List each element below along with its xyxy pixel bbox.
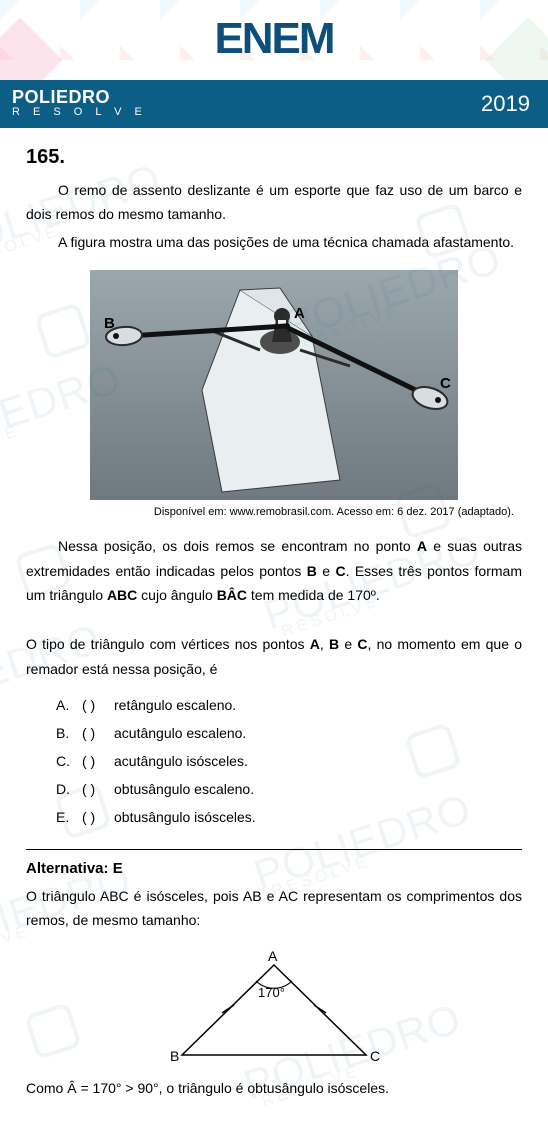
brand-block: POLIEDRO R E S O L V E: [12, 88, 147, 119]
alternative-paren: ( ): [82, 803, 108, 831]
alternative-row: A. ( ) retângulo escaleno.: [56, 691, 522, 719]
bold-bac: BÂC: [217, 587, 247, 603]
body-text-fragment: cujo ângulo: [137, 587, 216, 603]
watermark-text: RESOLVE: [0, 423, 23, 472]
alternative-letter: C.: [56, 747, 76, 775]
alternative-paren: ( ): [82, 775, 108, 803]
alternative-row: B. ( ) acutângulo escaleno.: [56, 719, 522, 747]
answer-label: Alternativa: E: [26, 860, 522, 877]
alternative-paren: ( ): [82, 747, 108, 775]
alternative-text: obtusângulo isósceles.: [114, 803, 256, 831]
alternative-paren: ( ): [82, 719, 108, 747]
exam-year: 2019: [481, 91, 530, 117]
solution-paragraph-1: O triângulo ABC é isósceles, pois AB e A…: [26, 885, 522, 933]
body-text-fragment: e: [317, 563, 336, 579]
diagram-label-b: B: [170, 1048, 179, 1064]
alternative-text: retângulo escaleno.: [114, 691, 236, 719]
brand-banner: POLIEDRO R E S O L V E 2019: [0, 80, 548, 128]
alternative-text: obtusângulo escaleno.: [114, 775, 254, 803]
question-number: 165.: [26, 146, 522, 169]
body-text-fragment: tem medida de 170º.: [247, 587, 380, 603]
diagram-label-c: C: [370, 1048, 380, 1064]
alternative-letter: E.: [56, 803, 76, 831]
brand-tagline: R E S O L V E: [12, 106, 147, 119]
figure-label-b: B: [104, 315, 115, 332]
header-logo-strip: ENEM: [0, 0, 548, 80]
figure-label-c: C: [440, 375, 451, 392]
bold-a: A: [310, 636, 320, 652]
alternative-text: acutângulo isósceles.: [114, 747, 248, 775]
enem-logo: ENEM: [214, 14, 333, 64]
alternative-paren: ( ): [82, 691, 108, 719]
alternative-letter: D.: [56, 775, 76, 803]
body-text-fragment: ,: [320, 636, 329, 652]
bold-b: B: [329, 636, 339, 652]
separator-line: [26, 849, 522, 850]
alternative-row: D. ( ) obtusângulo escaleno.: [56, 775, 522, 803]
question-paragraph-2: A figura mostra uma das posições de uma …: [26, 231, 522, 255]
alternatives-list: A. ( ) retângulo escaleno. B. ( ) acutân…: [56, 691, 522, 831]
alternative-text: acutângulo escaleno.: [114, 719, 246, 747]
bold-b: B: [307, 563, 317, 579]
brand-name: POLIEDRO: [12, 88, 147, 106]
figure-label-a: A: [294, 305, 305, 322]
bold-a: A: [417, 538, 427, 554]
question-paragraph-1: O remo de assento deslizante é um esport…: [26, 179, 522, 227]
bold-c: C: [357, 636, 367, 652]
figure-caption: Disponível em: www.remobrasil.com. Acess…: [26, 506, 514, 518]
watermark-text: RESOLVE: [0, 683, 3, 732]
body-text-fragment: O tipo de triângulo com vértices nos pon…: [26, 636, 310, 652]
question-body: Nessa posição, os dois remos se encontra…: [26, 534, 522, 681]
alternative-row: C. ( ) acutângulo isósceles.: [56, 747, 522, 775]
diagram-label-a: A: [268, 948, 278, 964]
question-figure-rowing: A B C: [90, 270, 458, 500]
bold-abc: ABC: [107, 587, 137, 603]
body-text-fragment: e: [339, 636, 357, 652]
body-text-fragment: Nessa posição, os dois remos se encontra…: [58, 538, 417, 554]
alternative-row: E. ( ) obtusângulo isósceles.: [56, 803, 522, 831]
diagram-angle: 170°: [258, 985, 285, 1000]
solution-paragraph-2: Como Â = 170° > 90°, o triângulo é obtus…: [26, 1077, 522, 1101]
alternative-letter: B.: [56, 719, 76, 747]
alternative-letter: A.: [56, 691, 76, 719]
content-area: POLIEDRO RESOLVE POLIEDRO RESOLVE POLIED…: [0, 128, 548, 1129]
bold-c: C: [335, 563, 345, 579]
solution-triangle-diagram: A B C 170°: [164, 947, 384, 1067]
